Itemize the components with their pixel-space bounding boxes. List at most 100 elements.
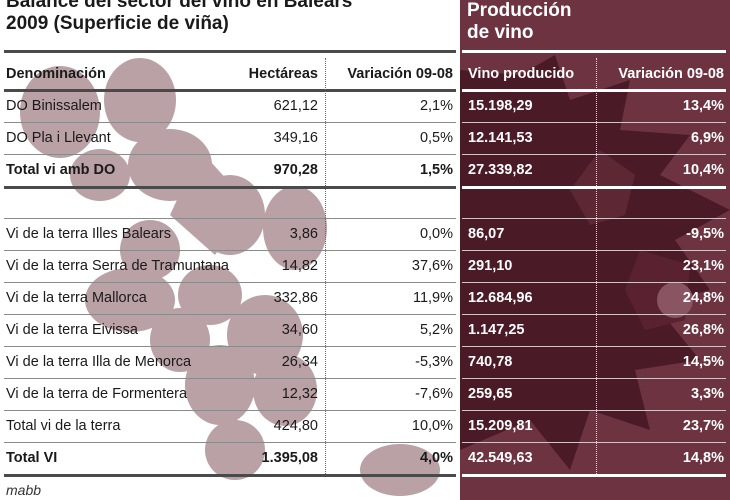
row-label: Vi de la terra Eivissa	[6, 322, 138, 338]
table-cell: 34,60	[281, 322, 318, 338]
panel-title-line-2: de vino	[467, 22, 534, 43]
row-divider	[4, 218, 456, 219]
row-divider	[4, 474, 456, 477]
row-label: Total vi amb DO	[6, 162, 116, 178]
row-divider	[462, 122, 726, 123]
row-divider	[4, 154, 456, 155]
row-divider	[462, 154, 726, 155]
table-cell: 424,80	[273, 418, 318, 434]
table-cell: 24,8%	[682, 290, 724, 306]
table-cell: -9,5%	[686, 226, 724, 242]
row-divider	[462, 282, 726, 283]
table-cell: 10,4%	[682, 162, 724, 178]
chart-title: Balance del sector del vino en Balears 2…	[6, 0, 451, 35]
title-line-1: Balance del sector del vino en Balears	[6, 0, 353, 12]
table-cell: 970,28	[273, 162, 318, 178]
row-divider	[462, 410, 726, 411]
table-cell: 291,10	[468, 258, 513, 274]
row-label: Vi de la terra Mallorca	[6, 290, 147, 306]
column-separator	[325, 58, 326, 474]
panel-top-rule	[462, 50, 726, 53]
table-cell: 15.209,81	[468, 418, 533, 434]
row-label: Vi de la terra Illes Balears	[6, 226, 171, 242]
panel-title-line-1: Producción	[467, 0, 572, 21]
title-line-2: 2009 (Superficie de viña)	[6, 13, 229, 34]
row-divider	[4, 250, 456, 251]
table-cell: 37,6%	[411, 258, 453, 274]
table-cell: 332,86	[273, 290, 318, 306]
row-divider	[4, 442, 456, 443]
column-header: Vino producido	[468, 66, 575, 82]
header-rule	[4, 89, 456, 92]
table-cell: -7,6%	[415, 386, 453, 402]
row-divider	[462, 474, 726, 477]
table-cell: -5,3%	[415, 354, 453, 370]
row-label: Total VI	[6, 450, 58, 466]
table-cell: 0,5%	[419, 130, 453, 146]
table-cell: 11,9%	[412, 290, 453, 306]
table-cell: 6,9%	[690, 130, 724, 146]
row-divider	[4, 346, 456, 347]
table-cell: 259,65	[468, 386, 513, 402]
table-cell: 12.141,53	[468, 130, 533, 146]
row-divider	[4, 186, 456, 189]
row-divider	[4, 378, 456, 379]
row-divider	[4, 410, 456, 411]
table-cell: 42.549,63	[468, 450, 533, 466]
row-divider	[462, 346, 726, 347]
row-label: Vi de la terra Illa de Menorca	[6, 354, 192, 370]
panel-title: Producción de vino	[467, 0, 717, 44]
table-cell: 349,16	[273, 130, 318, 146]
table-cell: 15.198,29	[468, 98, 533, 114]
table-cell: 23,7%	[682, 418, 724, 434]
row-label: DO Binissalem	[6, 98, 102, 114]
row-divider	[4, 282, 456, 283]
table-cell: 4,0%	[419, 450, 453, 466]
column-header: Denominación	[6, 66, 106, 82]
table-cell: 26,8%	[682, 322, 724, 338]
table-cell: 13,4%	[682, 98, 724, 114]
row-divider	[4, 314, 456, 315]
table-cell: 1.395,08	[261, 450, 318, 466]
column-header: Variación 09-08	[618, 66, 724, 82]
panel-header-rule	[462, 89, 726, 92]
row-label: Vi de la terra Serra de Tramuntana	[6, 258, 229, 274]
row-divider	[462, 250, 726, 251]
top-rule	[4, 50, 456, 53]
table-cell: 2,1%	[419, 98, 453, 114]
table-cell: 26,34	[281, 354, 318, 370]
table-cell: 12.684,96	[468, 290, 533, 306]
table-cell: 86,07	[468, 226, 505, 242]
table-cell: 27.339,82	[468, 162, 533, 178]
row-divider	[462, 378, 726, 379]
row-divider	[462, 442, 726, 443]
row-divider	[4, 122, 456, 123]
table-cell: 12,32	[281, 386, 318, 402]
grape-leaf-illustration	[460, 55, 730, 470]
table-cell: 740,78	[468, 354, 513, 370]
table-cell: 1,5%	[419, 162, 453, 178]
table-cell: 3,86	[289, 226, 318, 242]
credit: mabb	[6, 482, 42, 498]
column-header: Variación 09-08	[347, 66, 453, 82]
table-cell: 14,82	[281, 258, 318, 274]
table-cell: 5,2%	[419, 322, 453, 338]
row-label: DO Pla i Llevant	[6, 130, 111, 146]
table-cell: 23,1%	[682, 258, 724, 274]
row-divider	[462, 314, 726, 315]
table-cell: 621,12	[273, 98, 318, 114]
table-cell: 1.147,25	[468, 322, 525, 338]
table-cell: 0,0%	[419, 226, 453, 242]
row-label: Total vi de la terra	[6, 418, 121, 434]
column-separator	[596, 58, 597, 474]
row-divider	[462, 218, 726, 219]
row-divider	[462, 186, 726, 189]
table-cell: 3,3%	[690, 386, 724, 402]
table-cell: 14,5%	[682, 354, 724, 370]
table-cell: 14,8%	[682, 450, 724, 466]
table-cell: 10,0%	[411, 418, 453, 434]
row-label: Vi de la terra de Formentera	[6, 386, 188, 402]
column-header: Hectáreas	[248, 66, 318, 82]
